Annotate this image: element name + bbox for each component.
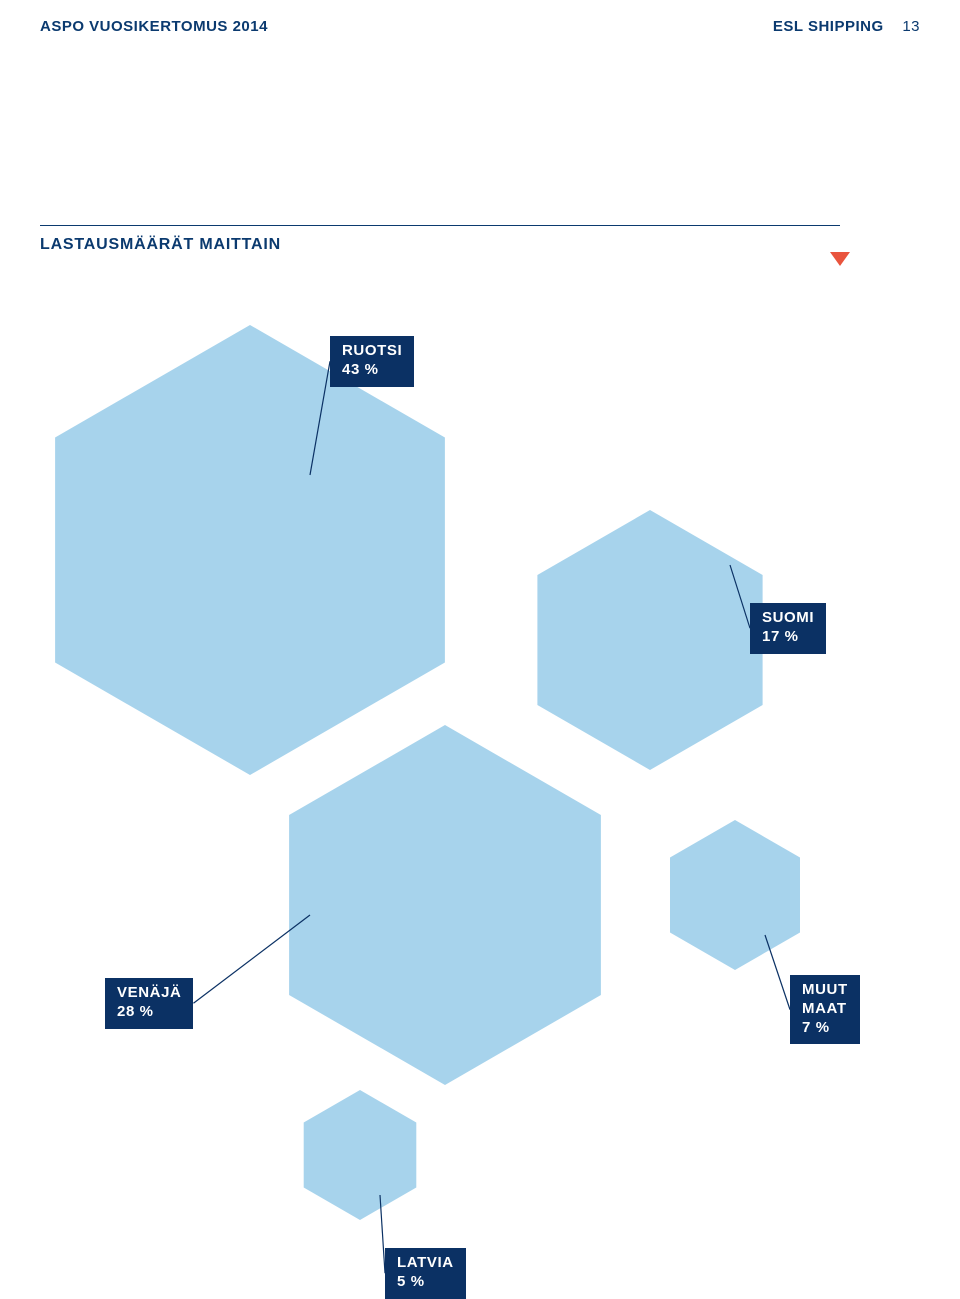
label-value: 17 % [762, 628, 814, 647]
hexagon [55, 325, 445, 775]
label-name: RUOTSI [342, 342, 402, 359]
leader-line [765, 935, 790, 1010]
data-label: RUOTSI 43 % [330, 336, 414, 387]
label-name: SUOMI [762, 609, 814, 626]
data-label: LATVIA 5 % [385, 1248, 466, 1299]
data-label: SUOMI 17 % [750, 603, 826, 654]
hexagon [670, 820, 800, 970]
label-name: LATVIA [397, 1254, 454, 1271]
data-label: MUUT MAAT7 % [790, 975, 860, 1044]
data-label: VENÄJÄ 28 % [105, 978, 193, 1029]
hexagon [537, 510, 762, 770]
label-value: 28 % [117, 1003, 181, 1022]
label-name: VENÄJÄ [117, 984, 181, 1001]
hexagon [304, 1090, 417, 1220]
hexagon [289, 725, 601, 1085]
label-name-2: MAAT [802, 1000, 848, 1019]
label-value: 7 % [802, 1019, 848, 1038]
label-value: 43 % [342, 361, 402, 380]
label-name: MUUT [802, 981, 848, 998]
label-value: 5 % [397, 1273, 454, 1292]
